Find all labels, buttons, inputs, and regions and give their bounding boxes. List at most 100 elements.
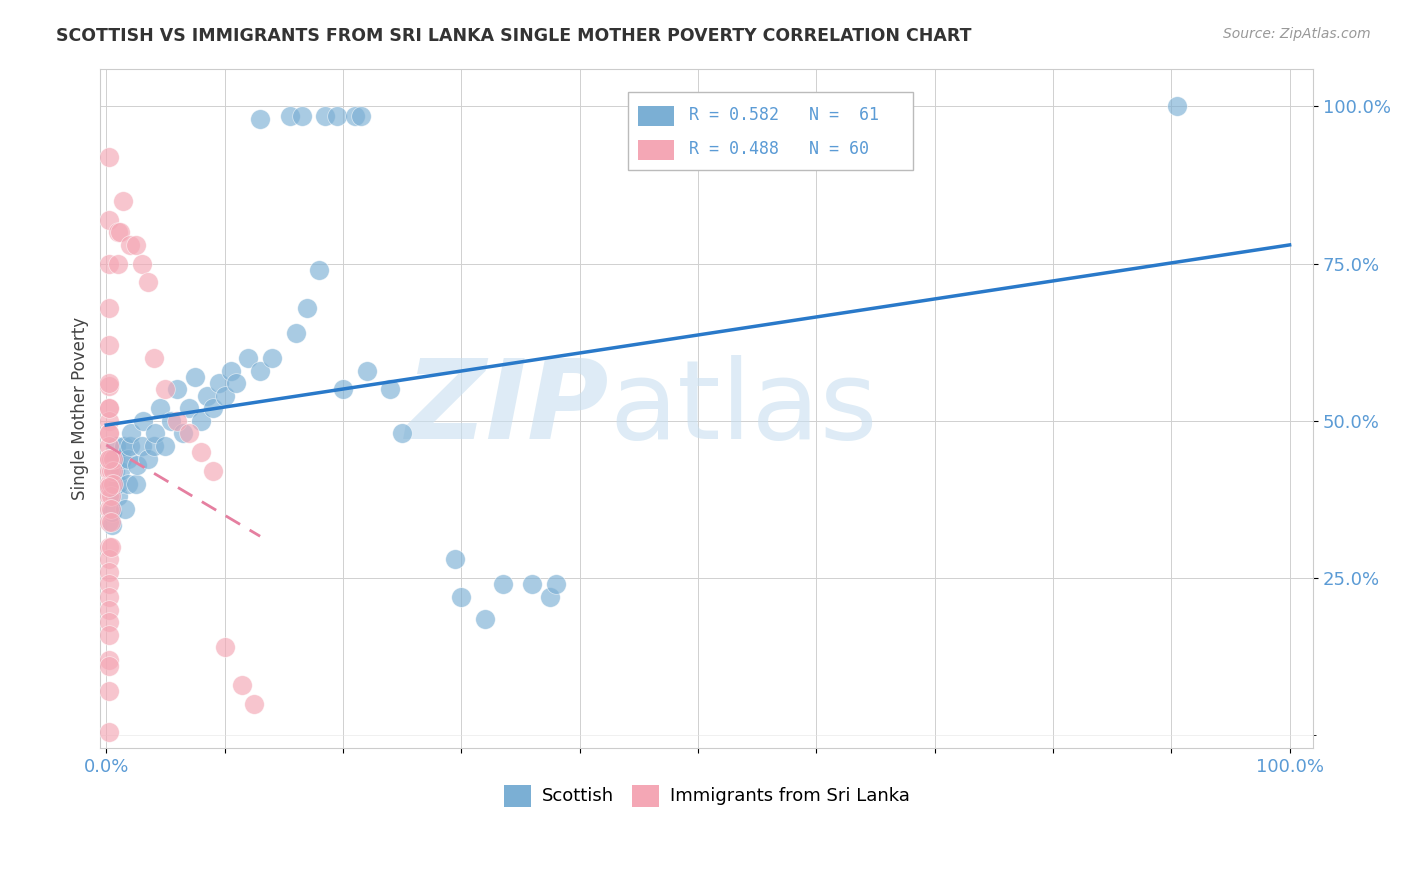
Point: [97, 338, 120, 352]
Point: [225, 376, 247, 390]
Point: [97, 476, 120, 491]
Point: [136, 276, 159, 290]
Point: [214, 640, 236, 655]
Point: [97, 684, 120, 698]
Point: [103, 476, 125, 491]
Point: [166, 383, 188, 397]
Point: [97, 150, 120, 164]
Point: [120, 426, 142, 441]
Point: [142, 351, 165, 365]
Point: [177, 401, 200, 416]
Point: [118, 439, 141, 453]
Point: [125, 458, 148, 472]
Point: [97, 439, 120, 453]
Text: R = 0.488   N = 60: R = 0.488 N = 60: [689, 140, 869, 158]
Point: [284, 326, 307, 340]
Point: [131, 439, 153, 453]
Point: [538, 590, 561, 604]
Point: [97, 577, 120, 591]
Point: [97, 401, 120, 416]
Point: [243, 697, 266, 711]
Point: [104, 439, 127, 453]
Point: [103, 464, 125, 478]
Point: [190, 445, 212, 459]
Point: [356, 363, 378, 377]
Point: [97, 615, 120, 630]
Point: [278, 109, 301, 123]
Point: [111, 451, 134, 466]
Point: [97, 464, 120, 478]
Point: [208, 376, 231, 390]
Point: [112, 439, 135, 453]
Point: [117, 451, 139, 466]
Point: [97, 489, 120, 503]
Point: [107, 256, 129, 270]
Point: [214, 389, 236, 403]
Text: ZIP: ZIP: [406, 355, 610, 462]
Point: [97, 256, 120, 270]
Point: [314, 109, 336, 123]
Point: [97, 659, 120, 673]
Point: [97, 401, 120, 416]
Point: [100, 489, 122, 503]
Point: [100, 540, 122, 554]
Point: [97, 628, 120, 642]
Point: [444, 552, 467, 566]
Point: [166, 414, 188, 428]
Point: [231, 678, 253, 692]
Point: [97, 602, 120, 616]
Point: [97, 502, 120, 516]
Point: [125, 237, 148, 252]
Text: atlas: atlas: [610, 355, 879, 462]
Point: [103, 451, 125, 466]
Point: [101, 505, 124, 519]
Point: [148, 401, 170, 416]
Point: [326, 109, 349, 123]
Point: [107, 476, 129, 491]
Point: [297, 301, 319, 315]
Point: [97, 301, 120, 315]
Point: [97, 414, 120, 428]
Point: [103, 451, 125, 466]
Point: [114, 502, 136, 516]
Point: [544, 577, 567, 591]
Point: [155, 439, 177, 453]
Point: [117, 476, 139, 491]
Point: [143, 426, 166, 441]
FancyBboxPatch shape: [628, 92, 912, 170]
Point: [107, 489, 129, 503]
Point: [249, 363, 271, 377]
Point: [100, 502, 122, 516]
Point: [343, 109, 366, 123]
Point: [450, 590, 472, 604]
Point: [97, 480, 120, 494]
Point: [97, 725, 120, 739]
Point: [132, 414, 155, 428]
Point: [97, 515, 120, 529]
Point: [160, 414, 183, 428]
Point: [97, 426, 120, 441]
Point: [184, 369, 207, 384]
Point: [103, 464, 125, 478]
Point: [219, 363, 242, 377]
Point: [100, 515, 122, 529]
Bar: [638, 106, 673, 127]
Point: [142, 439, 165, 453]
Point: [111, 194, 134, 208]
Point: [97, 376, 120, 390]
Point: [131, 256, 153, 270]
Point: [155, 383, 177, 397]
Point: [101, 517, 124, 532]
Point: [97, 552, 120, 566]
Point: [201, 401, 224, 416]
Legend: Scottish, Immigrants from Sri Lanka: Scottish, Immigrants from Sri Lanka: [496, 777, 917, 814]
Point: [97, 451, 120, 466]
Point: [100, 451, 122, 466]
Point: [201, 464, 224, 478]
Point: [380, 383, 402, 397]
Point: [100, 476, 122, 491]
Point: [97, 590, 120, 604]
Text: R = 0.582   N =  61: R = 0.582 N = 61: [689, 106, 879, 124]
Point: [136, 451, 159, 466]
Point: [391, 426, 413, 441]
